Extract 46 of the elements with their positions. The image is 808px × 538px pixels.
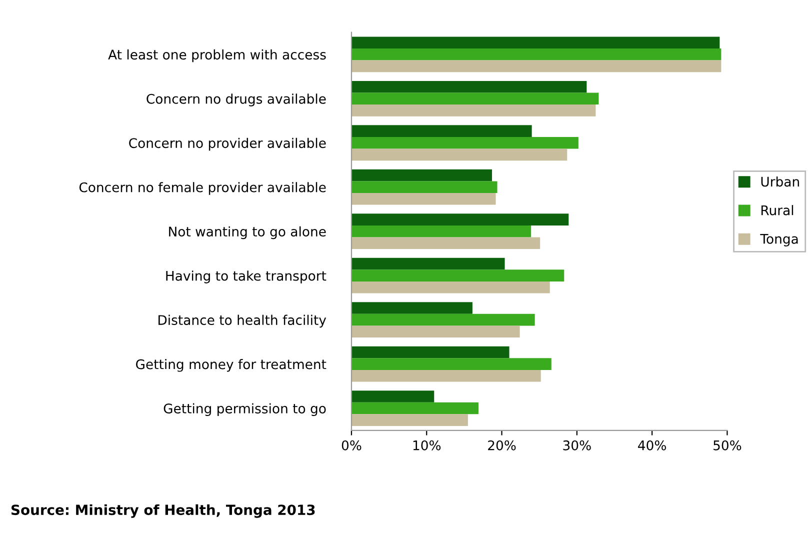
bar <box>351 104 596 116</box>
bar <box>351 390 434 402</box>
x-tick-label: 50% <box>714 440 742 450</box>
bar <box>351 237 540 250</box>
bar <box>351 258 505 270</box>
x-tick-label: 40% <box>638 440 666 450</box>
y-tick-label: Not wanting to go alone <box>169 226 326 240</box>
bar <box>351 136 578 149</box>
source-note: Source: Ministry of Health, Tonga 2013 <box>12 504 315 518</box>
y-tick-label: At least one problem with access <box>108 49 326 62</box>
bar <box>351 193 496 205</box>
bar <box>351 302 472 314</box>
bar <box>351 414 468 426</box>
bar <box>351 358 552 370</box>
bar <box>351 314 535 326</box>
bar <box>351 181 498 194</box>
x-tick-label: 10% <box>413 440 441 450</box>
y-tick-label: Getting money for treatment <box>136 359 326 372</box>
x-tick-label: 0% <box>342 440 362 450</box>
bar <box>351 48 722 60</box>
y-tick-label: Concern no female provider available <box>79 182 326 195</box>
bar <box>351 80 587 93</box>
bar <box>351 148 568 161</box>
bar <box>351 92 599 105</box>
bar <box>351 402 478 414</box>
y-tick-label: Distance to health facility <box>158 314 326 328</box>
bar <box>351 125 532 137</box>
legend-label: Urban <box>761 176 799 187</box>
bar <box>351 169 492 182</box>
bar <box>351 346 510 358</box>
legend-label: Tonga <box>760 234 798 246</box>
legend-label: Rural <box>761 205 794 216</box>
bar <box>351 270 564 282</box>
bar <box>351 370 541 382</box>
y-tick-label: Concern no drugs available <box>146 94 326 106</box>
y-tick-label: Getting permission to go <box>164 403 326 416</box>
y-tick-label: Concern no provider available <box>129 138 326 151</box>
bar <box>351 225 532 238</box>
bar <box>351 36 720 48</box>
y-tick-label: Having to take transport <box>166 270 326 284</box>
bar <box>351 60 722 72</box>
x-tick-label: 20% <box>488 440 516 450</box>
bar <box>351 281 550 294</box>
bar <box>351 214 569 226</box>
x-tick-label: 30% <box>563 440 591 450</box>
bar <box>351 326 520 338</box>
